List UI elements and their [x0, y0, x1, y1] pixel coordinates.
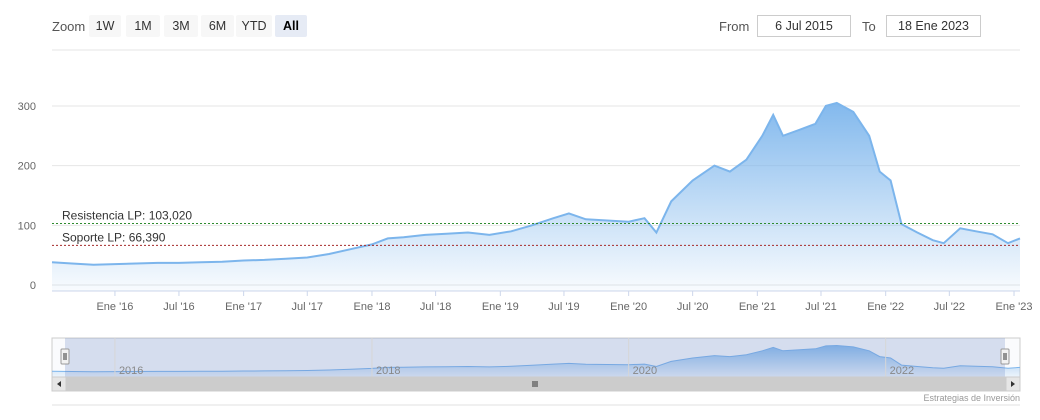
navigator-mask — [65, 338, 1005, 377]
y-tick-label: 100 — [18, 220, 36, 232]
navigator-label: 2022 — [890, 365, 914, 377]
y-tick-label: 0 — [30, 280, 36, 292]
x-tick-label: Jul '18 — [420, 301, 451, 313]
zoom-label: Zoom — [52, 19, 86, 34]
zoom-1w-button[interactable]: 1W — [89, 15, 121, 37]
navigator-handle[interactable] — [60, 348, 70, 365]
arrow-left-icon — [57, 381, 61, 387]
navigator-label: 2018 — [376, 365, 400, 377]
zoom-1m-button[interactable]: 1M — [126, 15, 160, 37]
x-tick-label: Jul '17 — [292, 301, 323, 313]
navigator-area — [52, 345, 1020, 377]
zoom-ytd-button[interactable]: YTD — [236, 15, 272, 37]
zoom-3m-button[interactable]: 3M — [164, 15, 198, 37]
zoom-6m-button[interactable]: 6M — [201, 15, 234, 37]
range-selector: Zoom 1W 1M 3M 6M YTD All From 6 Jul 2015… — [0, 0, 1040, 50]
annotation-label: Soporte LP: 66,390 — [62, 230, 166, 244]
x-tick-label: Ene '17 — [225, 301, 262, 313]
from-label: From — [719, 19, 750, 34]
y-axis: 0 100 200 300 — [18, 101, 36, 292]
x-tick-label: Ene '23 — [996, 301, 1033, 313]
x-axis: Ene '16 Jul '16 Ene '17 Jul '17 Ene '18 Jul '… — [96, 291, 1033, 313]
x-tick-label: Ene '16 — [96, 301, 133, 313]
to-date-input[interactable]: 18 Ene 2023 — [886, 15, 981, 37]
navigator-handle[interactable] — [1000, 348, 1010, 365]
x-tick-label: Jul '22 — [934, 301, 965, 313]
annotation-label: Resistencia LP: 103,020 — [62, 209, 192, 223]
x-tick-label: Ene '22 — [867, 301, 904, 313]
price-area — [52, 103, 1020, 291]
x-tick-label: Jul '19 — [548, 301, 579, 313]
navigator-line — [51, 344, 1021, 373]
zoom-all-button[interactable]: All — [275, 15, 307, 37]
scrollbar[interactable] — [51, 376, 1021, 406]
x-tick-label: Ene '20 — [610, 301, 647, 313]
navigator[interactable]: 2016 2018 2020 2022 — [51, 337, 1021, 378]
price-line — [51, 101, 1021, 266]
x-tick-label: Ene '19 — [482, 301, 519, 313]
navigator-label: 2020 — [633, 365, 657, 377]
x-tick-label: Jul '20 — [677, 301, 708, 313]
x-tick-label: Ene '21 — [739, 301, 776, 313]
y-tick-label: 300 — [18, 101, 36, 113]
credits: Estrategias de Inversión — [923, 393, 1020, 403]
x-tick-label: Jul '16 — [163, 301, 194, 313]
navigator-label: 2016 — [119, 365, 143, 377]
y-tick-label: 200 — [18, 161, 36, 173]
from-date-input[interactable]: 6 Jul 2015 — [757, 15, 851, 37]
annotations: Resistencia LP: 103,020 Soporte LP: 66,39… — [52, 209, 1020, 246]
x-tick-label: Jul '21 — [805, 301, 836, 313]
to-label: To — [862, 19, 876, 34]
x-tick-label: Ene '18 — [353, 301, 390, 313]
scrollbar-thumb[interactable] — [65, 376, 1007, 392]
arrow-right-icon — [1011, 381, 1015, 387]
